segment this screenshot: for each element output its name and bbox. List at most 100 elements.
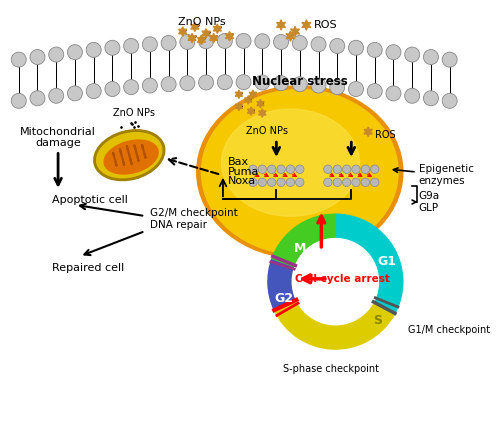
Circle shape xyxy=(361,178,370,187)
Circle shape xyxy=(292,77,308,92)
Circle shape xyxy=(277,165,285,174)
Text: ZnO NPs: ZnO NPs xyxy=(113,108,155,118)
Circle shape xyxy=(248,165,257,174)
Circle shape xyxy=(292,239,378,325)
Polygon shape xyxy=(214,24,222,33)
Circle shape xyxy=(286,165,294,174)
Circle shape xyxy=(48,88,64,103)
Circle shape xyxy=(404,47,419,62)
Ellipse shape xyxy=(202,89,398,254)
Ellipse shape xyxy=(104,140,158,174)
Circle shape xyxy=(361,165,370,174)
Polygon shape xyxy=(178,27,186,36)
Polygon shape xyxy=(248,107,254,115)
Circle shape xyxy=(277,178,285,187)
Text: S: S xyxy=(373,315,382,328)
Circle shape xyxy=(268,165,276,174)
Text: ROS: ROS xyxy=(374,130,396,140)
Ellipse shape xyxy=(96,133,162,178)
Circle shape xyxy=(442,93,457,108)
Circle shape xyxy=(442,52,457,67)
Circle shape xyxy=(370,165,379,174)
Polygon shape xyxy=(286,31,295,41)
Circle shape xyxy=(236,33,251,49)
Circle shape xyxy=(124,39,138,53)
Circle shape xyxy=(124,80,138,95)
Polygon shape xyxy=(257,99,264,108)
Text: Apoptotic cell: Apoptotic cell xyxy=(52,195,128,205)
Circle shape xyxy=(404,88,419,103)
Polygon shape xyxy=(198,35,205,45)
Circle shape xyxy=(342,165,351,174)
Text: ZnO NPs: ZnO NPs xyxy=(178,16,225,26)
Polygon shape xyxy=(290,26,300,36)
Circle shape xyxy=(68,45,82,59)
Circle shape xyxy=(218,33,232,49)
Text: S-phase checkpoint: S-phase checkpoint xyxy=(282,364,378,374)
Circle shape xyxy=(386,86,401,101)
Text: Puma: Puma xyxy=(228,167,259,177)
Circle shape xyxy=(311,37,326,52)
Circle shape xyxy=(258,165,266,174)
Circle shape xyxy=(198,34,214,49)
Circle shape xyxy=(352,165,360,174)
Wedge shape xyxy=(274,300,394,349)
Circle shape xyxy=(367,84,382,99)
Text: M: M xyxy=(294,242,306,255)
Wedge shape xyxy=(272,214,336,267)
Text: Bax: Bax xyxy=(228,158,249,168)
Circle shape xyxy=(296,165,304,174)
Circle shape xyxy=(68,86,82,101)
Circle shape xyxy=(255,75,270,90)
Polygon shape xyxy=(235,90,242,99)
Circle shape xyxy=(324,165,332,174)
Circle shape xyxy=(161,36,176,50)
Circle shape xyxy=(161,77,176,92)
Polygon shape xyxy=(302,20,311,30)
Circle shape xyxy=(142,78,158,93)
Circle shape xyxy=(386,45,401,59)
Polygon shape xyxy=(250,90,256,99)
Circle shape xyxy=(48,47,64,62)
Polygon shape xyxy=(191,22,199,32)
Circle shape xyxy=(86,43,101,57)
Circle shape xyxy=(424,49,438,65)
Circle shape xyxy=(180,76,195,91)
Circle shape xyxy=(333,165,342,174)
Text: G2: G2 xyxy=(274,292,293,305)
Polygon shape xyxy=(226,32,234,41)
Text: Cell cycle arrest: Cell cycle arrest xyxy=(296,274,390,284)
Text: Noxa: Noxa xyxy=(228,176,256,186)
Circle shape xyxy=(292,36,308,50)
Polygon shape xyxy=(276,20,285,30)
Circle shape xyxy=(30,49,45,65)
Polygon shape xyxy=(235,102,242,111)
Circle shape xyxy=(286,178,294,187)
Text: Nuclear stress: Nuclear stress xyxy=(252,75,348,88)
Polygon shape xyxy=(210,33,218,43)
Circle shape xyxy=(105,82,120,96)
Ellipse shape xyxy=(196,86,403,258)
Circle shape xyxy=(198,75,214,90)
Circle shape xyxy=(333,178,342,187)
Circle shape xyxy=(218,75,232,90)
Circle shape xyxy=(330,80,344,95)
Text: Mitochondrial
damage: Mitochondrial damage xyxy=(20,127,96,148)
Circle shape xyxy=(296,178,304,187)
Polygon shape xyxy=(364,127,372,136)
Polygon shape xyxy=(258,109,266,117)
Circle shape xyxy=(11,93,26,108)
Circle shape xyxy=(105,40,120,55)
Circle shape xyxy=(274,76,288,91)
Circle shape xyxy=(248,178,257,187)
Circle shape xyxy=(11,52,26,67)
Circle shape xyxy=(30,91,45,106)
Polygon shape xyxy=(188,33,196,43)
Circle shape xyxy=(352,178,360,187)
Circle shape xyxy=(180,34,195,49)
Circle shape xyxy=(370,178,379,187)
Text: G9a
GLP: G9a GLP xyxy=(419,191,440,213)
Ellipse shape xyxy=(95,131,164,180)
Circle shape xyxy=(324,178,332,187)
Text: ROS: ROS xyxy=(314,20,338,30)
